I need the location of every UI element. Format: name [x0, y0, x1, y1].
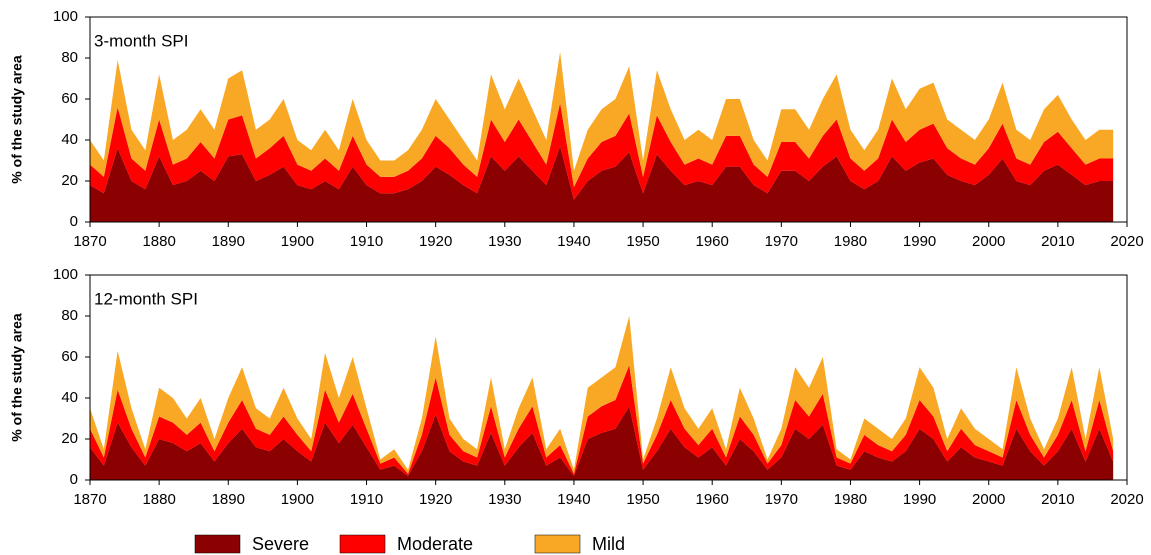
y-tick-label: 100 — [53, 266, 78, 283]
x-tick-label: 2010 — [1041, 491, 1074, 508]
y-axis-title: % of the study area — [9, 313, 25, 442]
x-tick-label: 2000 — [972, 491, 1005, 508]
area-1 — [90, 103, 1114, 200]
x-tick-label: 1880 — [142, 233, 175, 250]
legend-label: Mild — [592, 534, 625, 554]
x-tick-label: 1970 — [765, 233, 798, 250]
panel-annotation: 3-month SPI — [94, 31, 189, 50]
x-tick-label: 1910 — [350, 491, 383, 508]
x-tick-label: 1910 — [350, 233, 383, 250]
y-tick-label: 60 — [61, 90, 78, 107]
legend-swatch — [339, 534, 386, 554]
panel-annotation: 12-month SPI — [94, 289, 198, 308]
area-2 — [90, 316, 1114, 474]
x-tick-label: 1970 — [765, 491, 798, 508]
x-tick-label: 1890 — [212, 233, 245, 250]
x-tick-label: 1930 — [488, 491, 521, 508]
x-tick-label: 2000 — [972, 233, 1005, 250]
plot-frame — [89, 16, 1128, 223]
y-tick-label: 40 — [61, 131, 78, 148]
x-tick-label: 2020 — [1110, 233, 1143, 250]
y-axis-title: % of the study area — [9, 55, 25, 184]
legend-swatch — [534, 534, 581, 554]
plot-frame — [89, 274, 1128, 481]
x-tick-label: 1890 — [212, 491, 245, 508]
y-tick-label: 60 — [61, 348, 78, 365]
x-tick-label: 1980 — [834, 233, 867, 250]
x-tick-label: 1950 — [626, 233, 659, 250]
x-tick-label: 1900 — [281, 491, 314, 508]
x-tick-label: 1880 — [142, 491, 175, 508]
x-tick-label: 1930 — [488, 233, 521, 250]
y-tick-label: 20 — [61, 172, 78, 189]
x-tick-label: 1950 — [626, 491, 659, 508]
x-tick-label: 2010 — [1041, 233, 1074, 250]
x-tick-label: 1960 — [696, 233, 729, 250]
y-tick-label: 0 — [70, 471, 78, 488]
area-0 — [90, 146, 1114, 222]
y-tick-label: 0 — [70, 213, 78, 230]
x-tick-label: 1990 — [903, 233, 936, 250]
x-tick-label: 1870 — [73, 491, 106, 508]
x-tick-label: 1990 — [903, 491, 936, 508]
y-tick-label: 20 — [61, 430, 78, 447]
x-tick-label: 1940 — [557, 233, 590, 250]
x-tick-label: 1900 — [281, 233, 314, 250]
legend-label: Severe — [252, 534, 309, 554]
legend-label: Moderate — [397, 534, 473, 554]
y-tick-label: 100 — [53, 8, 78, 25]
x-tick-label: 2020 — [1110, 491, 1143, 508]
x-tick-label: 1920 — [419, 491, 452, 508]
x-tick-label: 1960 — [696, 491, 729, 508]
y-tick-label: 40 — [61, 389, 78, 406]
legend-swatch — [194, 534, 241, 554]
area-2 — [90, 51, 1114, 188]
x-tick-label: 1920 — [419, 233, 452, 250]
x-tick-label: 1870 — [73, 233, 106, 250]
area-1 — [90, 365, 1114, 476]
y-tick-label: 80 — [61, 307, 78, 324]
x-tick-label: 1940 — [557, 491, 590, 508]
x-tick-label: 1980 — [834, 491, 867, 508]
y-tick-label: 80 — [61, 49, 78, 66]
area-0 — [90, 406, 1114, 480]
